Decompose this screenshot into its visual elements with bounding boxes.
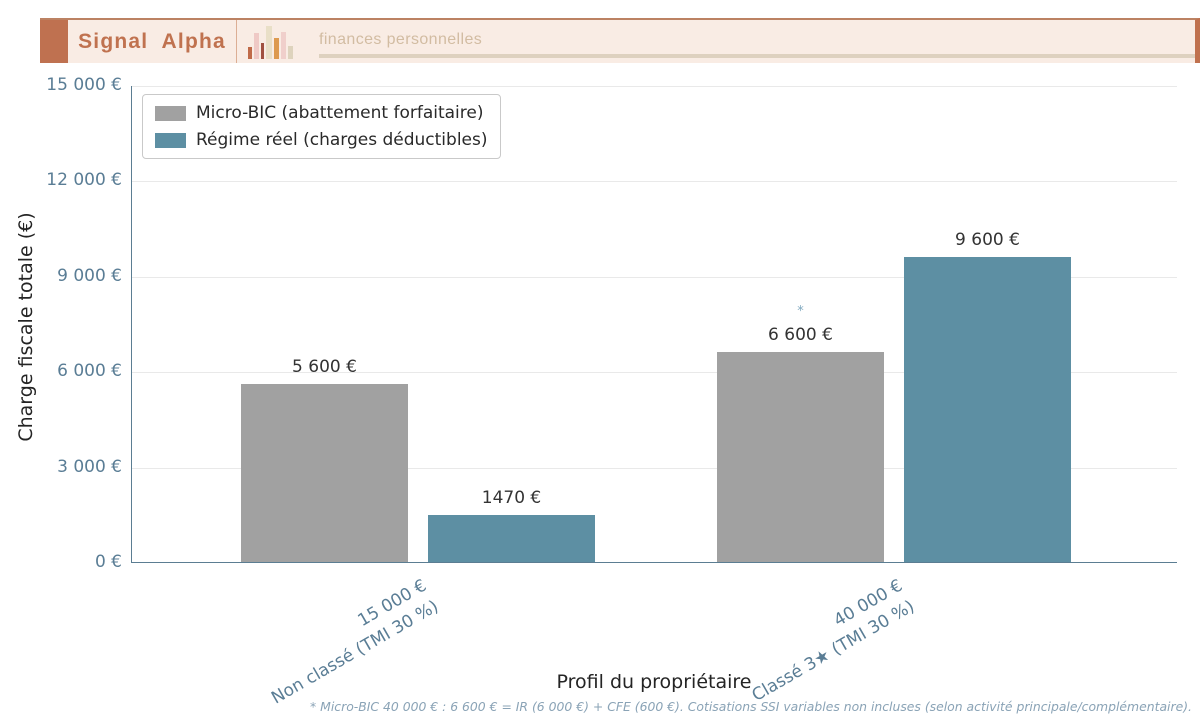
legend: Micro-BIC (abattement forfaitaire) Régim… (142, 94, 501, 159)
y-tick-label: 15 000 € (46, 75, 122, 95)
y-tick-label: 3 000 € (57, 456, 122, 477)
legend-label-micro-bic: Micro-BIC (abattement forfaitaire) (196, 103, 484, 123)
gridline (132, 372, 1177, 374)
asterisk-annotation: * (797, 304, 804, 320)
y-tick-label: 9 000 € (57, 265, 122, 286)
header-subtitle-area: finances personnelles (303, 20, 1195, 63)
header-divider (236, 20, 237, 63)
header-underline (319, 54, 1195, 58)
legend-swatch-micro-bic (155, 105, 186, 121)
bar-s0-g1 (717, 352, 884, 562)
header-subtitle: finances personnelles (319, 30, 483, 48)
app-header: Signal Alpha finances personnelles (40, 18, 1200, 63)
brand-accent-square (40, 20, 68, 63)
bar-value-label: 9 600 € (955, 229, 1020, 250)
bar-s1-g0 (428, 515, 595, 562)
bar-chart-logo-icon (237, 20, 303, 63)
y-tick-label: 6 000 € (57, 361, 122, 382)
legend-swatch-regime-reel (155, 132, 186, 148)
bar-value-label: 1470 € (481, 488, 542, 509)
gridline (132, 181, 1177, 183)
x-axis-title: Profil du propriétaire (556, 671, 752, 693)
plot-area: Micro-BIC (abattement forfaitaire) Régim… (46, 75, 1177, 709)
y-tick-label: 0 € (94, 552, 122, 572)
bar-value-label: 5 600 € (292, 356, 357, 377)
legend-item-micro-bic: Micro-BIC (abattement forfaitaire) (155, 103, 488, 123)
brand-name: Signal Alpha (78, 29, 226, 53)
chart-footnote: * Micro-BIC 40 000 € : 6 600 € = IR (6 0… (310, 699, 1192, 714)
bar-value-label: 6 600 € (768, 325, 833, 346)
gridline (132, 86, 1177, 87)
gridline (132, 467, 1177, 469)
legend-item-regime-reel: Régime réel (charges déductibles) (155, 130, 488, 150)
y-axis-title: Charge fiscale totale (€) (15, 212, 37, 442)
bar-s1-g1 (904, 256, 1071, 562)
bar-s0-g0 (241, 383, 408, 562)
y-tick-label: 12 000 € (46, 170, 122, 191)
legend-label-regime-reel: Régime réel (charges déductibles) (196, 130, 488, 150)
gridline (132, 276, 1177, 278)
